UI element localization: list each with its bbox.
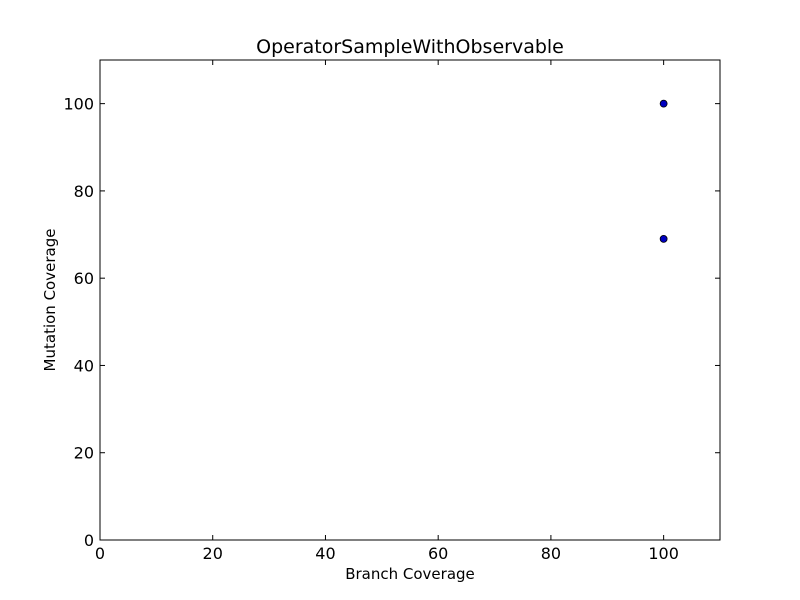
x-axis-ticks: 0 20 40 60 80 100 (95, 60, 679, 563)
x-tick-label: 80 (541, 544, 561, 563)
y-axis-ticks: 0 20 40 60 80 100 (63, 95, 720, 550)
chart-title: OperatorSampleWithObservable (256, 36, 564, 58)
scatter-point (659, 235, 668, 243)
x-tick-label: 60 (428, 544, 448, 563)
y-tick-label: 60 (74, 269, 94, 288)
y-tick-label: 0 (84, 531, 94, 550)
x-tick-label: 0 (95, 544, 105, 563)
y-tick-label: 80 (74, 182, 94, 201)
x-tick-label: 20 (203, 544, 223, 563)
scatter-point (659, 99, 668, 108)
y-tick-label: 100 (63, 95, 94, 114)
x-tick-label: 100 (648, 544, 679, 563)
plot-area-frame (99, 59, 721, 541)
y-tick-label: 20 (74, 444, 94, 463)
y-axis-label: Mutation Coverage (41, 229, 59, 372)
x-axis-label: Branch Coverage (345, 565, 475, 583)
y-tick-label: 40 (74, 356, 94, 375)
x-tick-label: 40 (315, 544, 335, 563)
data-points (659, 99, 668, 243)
